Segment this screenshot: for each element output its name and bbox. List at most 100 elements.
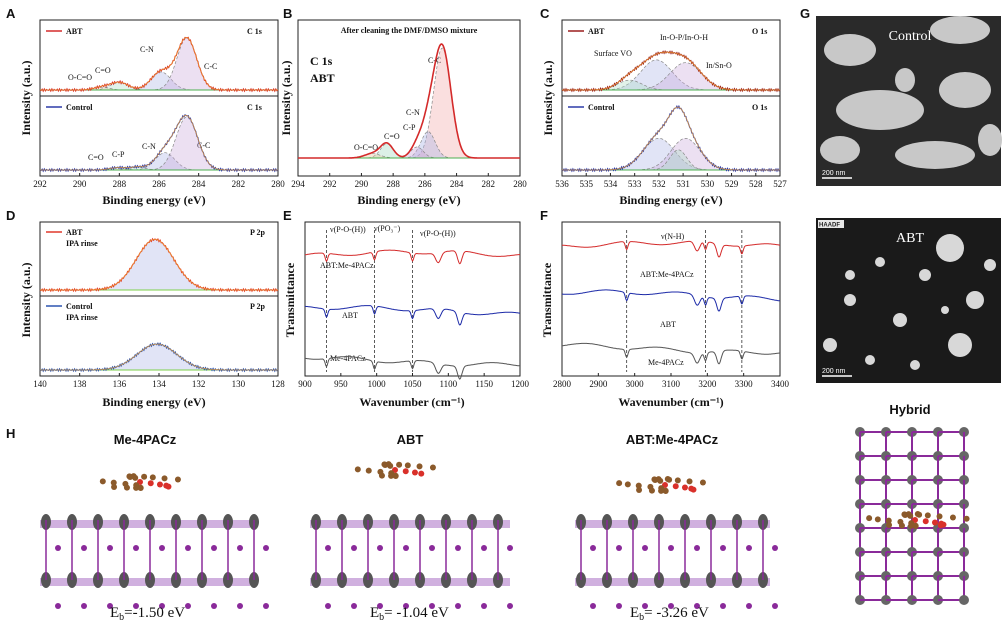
panel-d-bottom-spectrum: P 2p xyxy=(250,302,265,311)
panel-a-xlabel: Binding energy (eV) xyxy=(102,193,205,207)
panel-c-fit-0 xyxy=(562,51,780,91)
control-grain-2 xyxy=(836,90,924,130)
model-hybrid-atom-o xyxy=(590,603,596,609)
panel-e-tick-label: 1200 xyxy=(511,379,530,389)
panel-e: ABT:Me-4PACz ABT Me-4PACz ν(P-O-(H)) ν(P… xyxy=(283,221,521,409)
panel-f-xlabel: Wavenumber (cm⁻¹) xyxy=(618,395,723,409)
abt-particle-1 xyxy=(875,257,885,267)
panel-b-sample: ABT xyxy=(310,71,335,85)
model-hybrid-atom-o xyxy=(772,545,778,551)
model-hybrid-atom-o xyxy=(746,603,752,609)
molecule-abt-atom xyxy=(385,461,392,468)
panel-f-tick-label: 3000 xyxy=(626,379,645,389)
molecule-topview-atom xyxy=(874,516,881,523)
panel-f-annotation: ν(N-H) xyxy=(661,232,685,241)
molecule-topview-atom xyxy=(963,515,970,522)
molecule-topview-atom xyxy=(914,511,921,518)
molecule-abt-atom xyxy=(402,468,409,475)
peak-label-a-control-cc: C-C xyxy=(197,141,210,150)
molecule-abt-atom xyxy=(378,472,385,479)
model-hybrid-atom-o xyxy=(668,603,674,609)
panel-letter-a: A xyxy=(6,6,16,21)
panel-b-tick-label: 292 xyxy=(323,179,337,189)
panel-e-series-2 xyxy=(304,356,521,380)
abt-image-title: ABT xyxy=(896,231,924,246)
molecule-hybrid-atom xyxy=(648,487,655,494)
panel-d-legend-control: Control xyxy=(66,302,93,311)
peak-label-c-vo: Surface VO xyxy=(594,49,632,58)
panel-h: Me-4PACz ABT ABT:Me-4PACz Hybrid Eb=-1.5… xyxy=(40,402,970,623)
peak-label-a-control-cp: C-P xyxy=(112,150,125,159)
haadf-badge-text: HAADF xyxy=(819,223,840,229)
topview-atom xyxy=(959,595,969,605)
molecule-abt-atom xyxy=(388,472,395,479)
control-micrograph-features xyxy=(820,16,1002,169)
molecule-topview-atom xyxy=(912,522,919,529)
panel-e-xlabel: Wavenumber (cm⁻¹) xyxy=(359,395,464,409)
abt-particle-5 xyxy=(893,313,907,327)
abt-particle-7 xyxy=(823,338,837,352)
panel-letter-g: G xyxy=(800,6,810,21)
panel-a-tick-label: 280 xyxy=(271,179,285,189)
molecule-abt-atom xyxy=(365,467,372,474)
model-me4pacz-atom-o xyxy=(237,603,243,609)
binding-energy-abt: Eb= -1.04 eV xyxy=(370,605,449,623)
control-image-title: Control xyxy=(889,29,932,44)
model-me4pacz-atom-o xyxy=(211,545,217,551)
panel-a-fit-0 xyxy=(40,36,278,91)
panel-f-series-label-abt: ABT xyxy=(660,320,676,329)
molecule-hybrid-atom xyxy=(662,487,669,494)
molecule-topview-atom xyxy=(885,517,892,524)
model-abt-atom-o xyxy=(377,603,383,609)
molecule-topview-atom xyxy=(931,519,938,526)
panel-c-legend-control: Control xyxy=(588,103,615,112)
model-abt-atom-o xyxy=(481,603,487,609)
panel-c-tick-label: 535 xyxy=(579,179,593,189)
molecule-abt-atom xyxy=(396,461,403,468)
control-grain-6 xyxy=(978,124,1002,156)
model-me4pacz-atom-o xyxy=(107,603,113,609)
peak-label-c-insno: In/Sn-O xyxy=(706,61,732,70)
molecule-topview-atom xyxy=(905,511,912,518)
panel-a-component-peak-1-0 xyxy=(40,152,278,171)
model-me4pacz-atom-o xyxy=(185,545,191,551)
panel-letter-e: E xyxy=(283,208,292,223)
panel-b-tick-label: 294 xyxy=(291,179,305,189)
molecule-hybrid-atom xyxy=(658,487,665,494)
binding-energy-me4pacz: Eb=-1.50 eV xyxy=(110,605,185,623)
abt-micrograph-features xyxy=(823,234,996,370)
molecule-me4pacz-atom xyxy=(99,478,106,485)
panel-letter-h: H xyxy=(6,426,15,441)
panel-f-tick-label: 2800 xyxy=(553,379,572,389)
molecule-hybrid-atom xyxy=(686,478,693,485)
panel-d-top-spectrum: P 2p xyxy=(250,228,265,237)
panel-c-ylabel: Intensity (a.u.) xyxy=(541,60,555,135)
model-hybrid-atom-o xyxy=(616,545,622,551)
model-hybrid-atom-o xyxy=(746,545,752,551)
molecule-abt-atom xyxy=(429,464,436,471)
model-abt-atom-o xyxy=(481,545,487,551)
panel-e-tick-label: 950 xyxy=(334,379,348,389)
abt-particle-4 xyxy=(844,294,856,306)
peak-label-b-oco: O-C=O xyxy=(354,143,378,152)
panel-b-envelope xyxy=(298,43,520,159)
abt-particle-2 xyxy=(919,269,931,281)
peak-label-b-cc: C-C xyxy=(428,56,441,65)
model-me4pacz-atom-o xyxy=(185,603,191,609)
panel-d-note-top: IPA rinse xyxy=(66,239,98,248)
molecule-me4pacz-atom xyxy=(147,480,154,487)
panel-a: ABT C 1s Control C 1s C-N C-C C=O O-C=O … xyxy=(19,19,279,207)
panel-a-top-spectrum: C 1s xyxy=(247,27,262,36)
panel-e-marker-2: ν(PO₃⁻) xyxy=(374,224,401,233)
panel-b-frame xyxy=(297,19,521,177)
molecule-topview-atom xyxy=(898,522,905,529)
model-abt-atom-o xyxy=(325,545,331,551)
panel-c-bottom-frame xyxy=(561,95,781,177)
molecule-hybrid-atom xyxy=(699,479,706,486)
control-grain-5 xyxy=(895,141,975,169)
panel-b-tick-label: 286 xyxy=(418,179,432,189)
panel-b: After cleaning the DMF/DMSO mixture C 1s… xyxy=(279,19,521,207)
model-abt-atom-o xyxy=(455,545,461,551)
panel-f-series-label-hybrid: ABT:Me-4PACz xyxy=(640,270,694,279)
